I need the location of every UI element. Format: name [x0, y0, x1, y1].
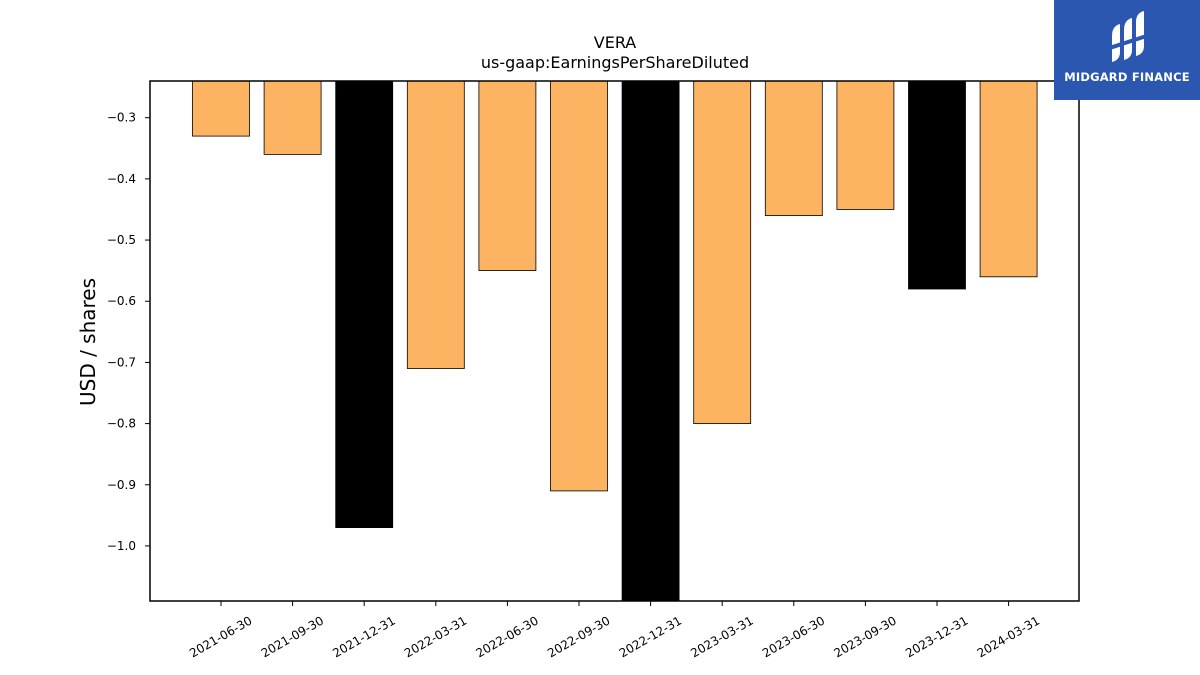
x-tick-label: 2022-09-30	[545, 613, 612, 660]
x-tick-label: 2023-12-31	[903, 613, 970, 660]
midgard-finance-logo: MIDGARD FINANCE	[1054, 0, 1200, 100]
x-tick-label: 2023-03-31	[688, 613, 755, 660]
bar-2022-06-30	[478, 80, 537, 272]
bar-2022-09-30	[550, 80, 608, 492]
x-tick-label: 2023-09-30	[831, 613, 898, 660]
plot-frame	[149, 80, 1080, 602]
y-tick-label: −0.7	[107, 355, 136, 369]
x-tick-label: 2021-12-31	[330, 613, 397, 660]
x-tick-label: 2022-12-31	[617, 613, 684, 660]
midgard-mark-icon	[1110, 11, 1146, 62]
y-tick-label: −1.0	[107, 539, 136, 553]
bar-2023-09-30	[836, 80, 895, 210]
x-axis-ticks: 2021-06-30 2021-09-30 2021-12-31 2022-03-31…	[187, 601, 1042, 660]
y-axis-ticks: −0.3 −0.4 −0.5 −0.6 −0.7 −0.8 −0.9 −1.0	[107, 111, 150, 553]
bars	[192, 80, 1038, 602]
y-tick-label: −0.5	[107, 233, 136, 247]
chart-title: VERA	[594, 33, 637, 52]
bar-2023-06-30	[764, 80, 823, 217]
x-tick-label: 2023-06-30	[760, 613, 827, 660]
y-tick-label: −0.6	[107, 294, 136, 308]
chart-subtitle: us-gaap:EarningsPerShareDiluted	[481, 53, 749, 72]
x-tick-label: 2022-06-30	[473, 613, 540, 660]
y-tick-label: −0.8	[107, 417, 136, 431]
x-tick-label: 2022-03-31	[402, 613, 469, 660]
x-tick-label: 2024-03-31	[975, 613, 1042, 660]
y-tick-label: −0.9	[107, 478, 136, 492]
y-axis-label: USD / shares	[76, 278, 100, 406]
x-tick-label: 2021-09-30	[259, 613, 326, 660]
bar-2022-12-31	[621, 80, 680, 602]
x-tick-label: 2021-06-30	[187, 613, 254, 660]
bar-2021-06-30	[192, 80, 250, 137]
bar-2023-03-31	[693, 80, 752, 425]
y-tick-label: −0.4	[107, 172, 136, 186]
bar-2021-09-30	[263, 80, 322, 155]
bar-2021-12-31	[335, 80, 394, 529]
y-tick-label: −0.3	[107, 111, 136, 125]
bar-2024-03-31	[979, 80, 1038, 278]
bar-2023-12-31	[908, 80, 966, 290]
logo-text: MIDGARD FINANCE	[1064, 70, 1190, 84]
bar-2022-03-31	[406, 80, 465, 369]
